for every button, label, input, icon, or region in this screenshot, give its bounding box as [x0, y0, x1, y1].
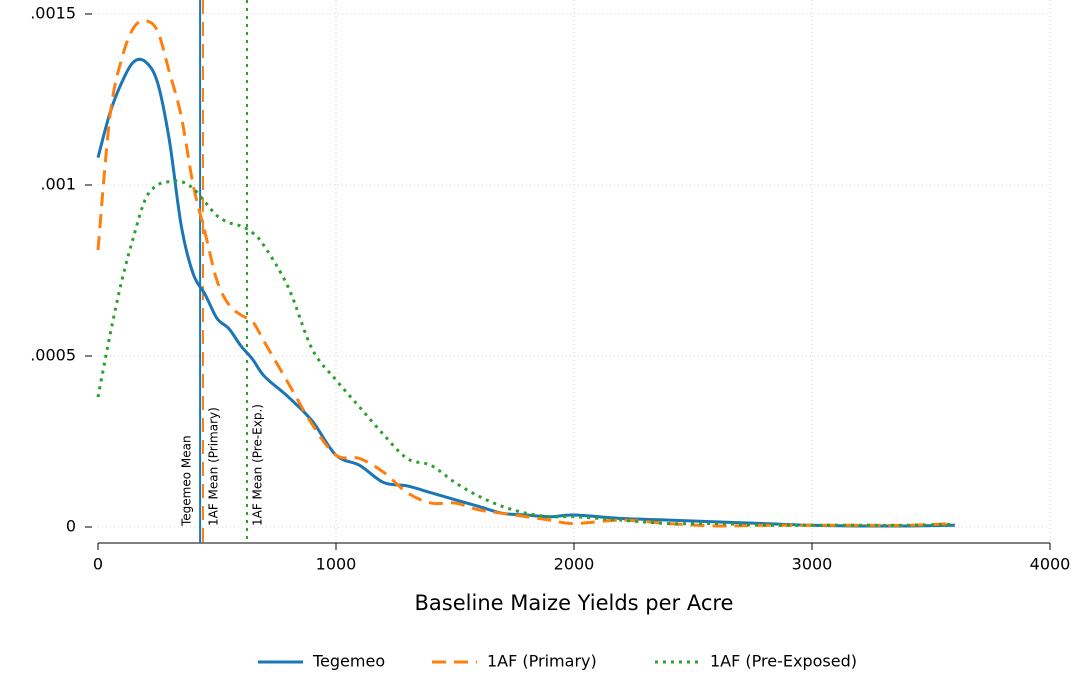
mean-label: 1AF Mean (Primary): [206, 407, 220, 526]
y-tick-label: .0015: [30, 4, 76, 23]
y-tick-label: .0005: [30, 346, 76, 365]
y-tick-label: .001: [40, 175, 76, 194]
x-tick-label: 4000: [1030, 555, 1071, 574]
legend-label: 1AF (Primary): [487, 652, 597, 671]
density-line: [96, 19, 955, 528]
legend: Tegemeo 1AF (Primary) 1AF (Pre-Exposed): [258, 652, 857, 671]
x-axis-title: Baseline Maize Yields per Acre: [415, 591, 734, 615]
density-line: [96, 179, 955, 527]
legend-label: Tegemeo: [312, 652, 385, 671]
density-line: [96, 57, 955, 528]
legend-label: 1AF (Pre-Exposed): [710, 652, 857, 671]
y-tick-label: 0: [66, 517, 76, 536]
x-tick-label: 1000: [316, 555, 357, 574]
x-tick-label: 3000: [792, 555, 833, 574]
x-tick-label: 2000: [554, 555, 595, 574]
mean-label: Tegemeo Mean: [180, 435, 194, 527]
x-tick-label: 0: [93, 555, 103, 574]
mean-label: 1AF Mean (Pre-Exp.): [250, 404, 264, 526]
